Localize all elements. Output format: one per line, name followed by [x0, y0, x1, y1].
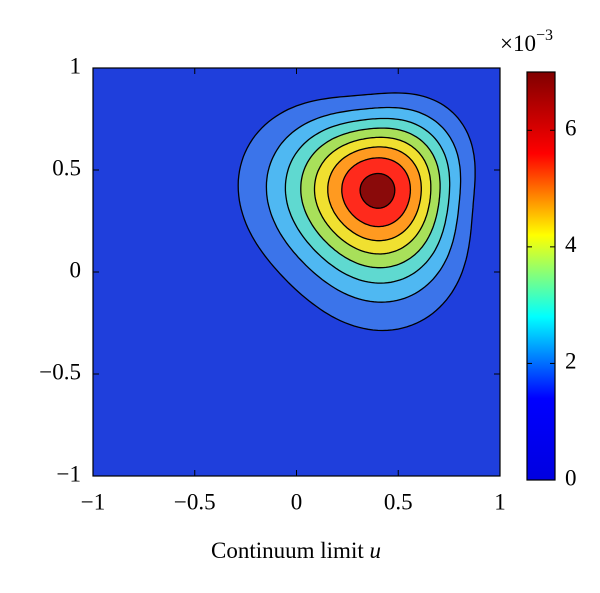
- y-tick-label: 1: [70, 53, 82, 78]
- colorbar-exponent: −3: [536, 27, 553, 44]
- x-tick-label: −1: [81, 489, 105, 514]
- y-tick-label: 0: [70, 257, 82, 282]
- colorbar: [526, 71, 556, 481]
- x-axis-variable: u: [369, 538, 381, 563]
- y-tick-label: 0.5: [52, 155, 81, 180]
- x-tick-label: −0.5: [174, 489, 216, 514]
- colorbar-tick-label: 2: [565, 349, 577, 374]
- x-tick-label: 1: [494, 489, 506, 514]
- colorbar-tick-label: 4: [565, 232, 577, 257]
- y-tick-label: −0.5: [39, 359, 81, 384]
- x-axis-label-text: Continuum limit: [211, 538, 364, 563]
- contour-band: [359, 172, 396, 209]
- x-tick-label: 0: [291, 489, 303, 514]
- colorbar-scale: ×10−3: [500, 27, 553, 57]
- y-tick-label: −1: [57, 461, 81, 486]
- x-tick-label: 0.5: [384, 489, 413, 514]
- colorbar-tick-label: 0: [565, 465, 577, 490]
- colorbar-scale-base: ×10: [500, 31, 536, 56]
- x-axis-label: Continuum limit u: [211, 538, 381, 563]
- colorbar-tick-label: 6: [565, 116, 577, 141]
